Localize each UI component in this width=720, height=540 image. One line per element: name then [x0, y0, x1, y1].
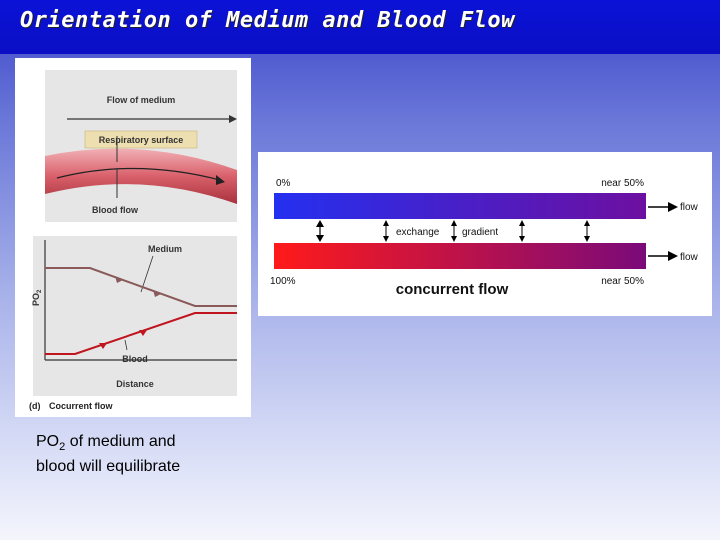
panel-letter: (d)	[29, 401, 41, 411]
flow-of-medium-label: Flow of medium	[107, 95, 176, 105]
caption-line2: blood will equilibrate	[36, 458, 181, 476]
blood-line-arrow-1	[99, 343, 107, 349]
gradient-label: gradient	[462, 227, 498, 238]
blood-line-arrow-2	[139, 330, 147, 336]
distance-label: Distance	[116, 379, 154, 389]
exchange-arrow-5-top	[584, 220, 590, 226]
blood-flow-arrowhead	[216, 175, 225, 185]
medium-po2-line	[45, 267, 237, 307]
exchange-arrow-5-bottom	[584, 236, 590, 242]
medium-line-arrow-2	[153, 290, 161, 297]
medium-gradient-bar	[274, 193, 646, 219]
exchange-arrow-4-top	[519, 220, 525, 226]
medium-pointer	[140, 255, 154, 293]
caption-po: PO	[36, 433, 60, 450]
exchange-arrow-3-bottom	[451, 236, 457, 242]
top-right-percent: near 50%	[601, 178, 644, 189]
equilibrate-caption: PO2 of medium and blood will equilibrate	[36, 432, 256, 477]
y-axis-label: PO2	[31, 289, 43, 306]
blood-pointer	[124, 339, 128, 351]
exchange-arrow-1-bottom	[316, 235, 324, 242]
top-left-percent: 0%	[276, 178, 291, 189]
slide-title: Orientation of Medium and Blood Flow	[20, 8, 515, 33]
medium-label: Medium	[148, 244, 182, 254]
respiratory-surface-box	[84, 130, 198, 149]
respiratory-surface-label: Respiratory surface	[99, 135, 184, 145]
concurrent-flow-svg: 0% near 50% flow exchange gradient flow …	[270, 178, 699, 298]
caption-sub: 2	[59, 441, 66, 454]
bottom-flow-arrowhead	[668, 251, 678, 261]
top-flow-label: flow	[680, 202, 699, 213]
blood-vessel-shape	[45, 148, 237, 204]
bottom-right-percent: near 50%	[601, 276, 644, 287]
medium-flow-arrowhead	[229, 115, 237, 123]
blood-flow-arrow	[56, 167, 221, 181]
cocurrent-flow-svg: Flow of medium Respiratory surface Blood…	[29, 70, 237, 411]
exchange-label: exchange	[396, 227, 440, 238]
concurrent-flow-title: concurrent flow	[396, 281, 509, 298]
cocurrent-flow-figure: Flow of medium Respiratory surface Blood…	[15, 58, 251, 417]
title-bar: Orientation of Medium and Blood Flow	[0, 0, 720, 54]
exchange-arrow-2-top	[383, 220, 389, 226]
blood-gradient-bar	[274, 243, 646, 269]
concurrent-flow-diagram: 0% near 50% flow exchange gradient flow …	[258, 152, 712, 316]
exchange-arrow-3-top	[451, 220, 457, 226]
bottom-left-percent: 100%	[270, 276, 296, 287]
blood-po2-line	[45, 312, 237, 355]
panel-caption: Cocurrent flow	[49, 401, 114, 411]
medium-line-arrow-1	[115, 276, 123, 283]
bottom-flow-label: flow	[680, 252, 699, 263]
exchange-arrow-4-bottom	[519, 236, 525, 242]
exchange-arrow-1-top	[316, 220, 324, 227]
caption-line1: of medium and	[65, 433, 176, 450]
blood-flow-label: Blood flow	[92, 205, 139, 215]
exchange-arrow-2-bottom	[383, 236, 389, 242]
top-flow-arrowhead	[668, 202, 678, 212]
graph-panel-bg	[33, 236, 237, 396]
blood-label: Blood	[122, 354, 148, 364]
